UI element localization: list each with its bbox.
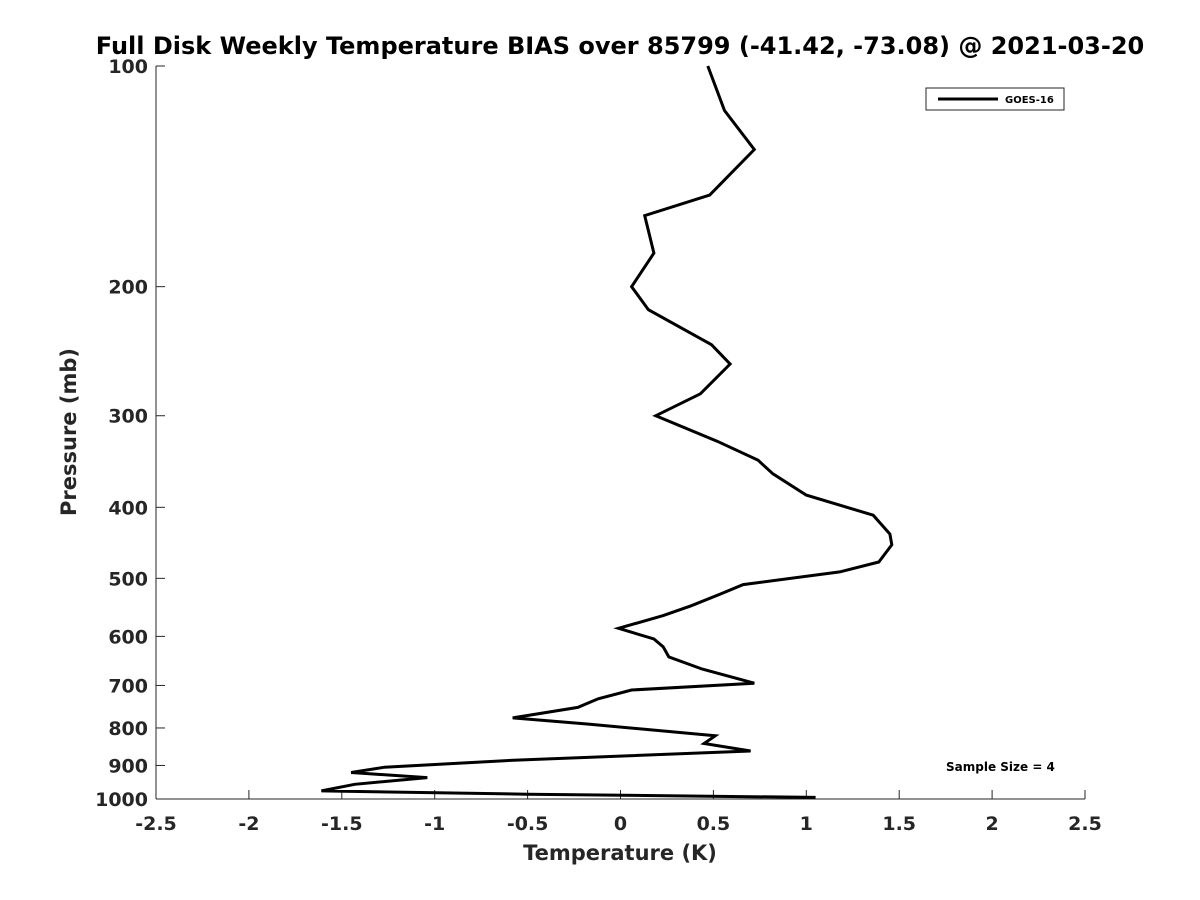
series-line-goes-16 (321, 65, 894, 799)
x-tick-label: -2 (238, 813, 259, 835)
x-tick-label: -1 (424, 813, 445, 835)
legend-label: GOES-16 (1005, 95, 1054, 106)
x-tick-label: 2.5 (1068, 813, 1102, 835)
y-tick-label: 500 (108, 568, 148, 590)
x-axis-label: Temperature (K) (523, 841, 717, 865)
y-tick-label: 700 (108, 675, 148, 697)
x-tick-label: 1.5 (882, 813, 916, 835)
x-tick-label: -2.5 (135, 813, 177, 835)
plot-area: -2.5 -2 -1.5 -1 -0.5 0 0.5 1 1.5 2 2.5 100 200 300 400… (95, 56, 1102, 835)
y-tick-label: 900 (108, 755, 148, 777)
x-tick-label: 0.5 (697, 813, 731, 835)
y-tick-label: 400 (108, 497, 148, 519)
y-tick-label: 800 (108, 718, 148, 740)
y-tick-label: 600 (108, 626, 148, 648)
legend: GOES-16 (925, 87, 1065, 111)
x-tick-label: -1.5 (321, 813, 363, 835)
y-tick-label: 1000 (95, 789, 148, 811)
x-tick-label: 1 (800, 813, 813, 835)
y-tick-label: 200 (108, 277, 148, 299)
x-tick-label: -0.5 (507, 813, 549, 835)
x-tick-label: 0 (614, 813, 627, 835)
y-axis-label: Pressure (mb) (57, 348, 81, 516)
y-tick-label: 100 (108, 56, 148, 78)
y-tick-label: 300 (108, 406, 148, 428)
chart-title: Full Disk Weekly Temperature BIAS over 8… (96, 32, 1144, 60)
sample-size-annotation: Sample Size = 4 (946, 760, 1055, 774)
x-tick-label: 2 (985, 813, 998, 835)
